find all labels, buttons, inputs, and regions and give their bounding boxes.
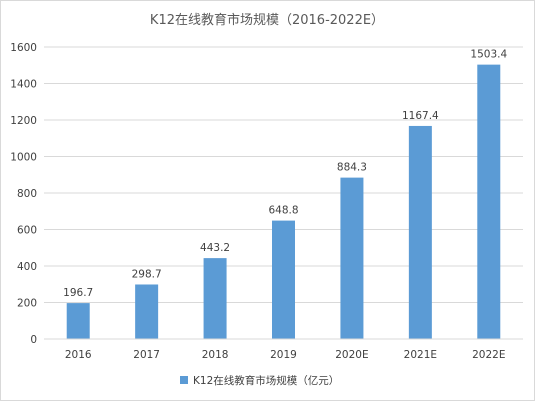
data-label: 648.8	[268, 205, 298, 217]
chart-title: K12在线教育市场规模（2016-2022E）	[150, 12, 384, 28]
legend: K12在线教育市场规模（亿元）	[180, 374, 339, 387]
bar	[408, 125, 432, 340]
y-tick-label: 200	[17, 298, 37, 310]
data-label: 1503.4	[470, 49, 507, 61]
bar	[340, 177, 364, 339]
y-tick-label: 1000	[10, 152, 37, 164]
y-tick-label: 1400	[10, 79, 37, 91]
bar	[66, 303, 90, 339]
bar	[272, 220, 295, 339]
x-tick-label: 2022E	[472, 349, 505, 361]
x-tick-label: 2020E	[335, 349, 368, 361]
data-label: 298.7	[132, 268, 162, 280]
y-tick-label: 1200	[10, 115, 37, 127]
y-tick-label: 800	[17, 188, 37, 200]
x-tick-label: 2017	[133, 349, 160, 361]
legend-swatch	[180, 376, 188, 384]
gridlines	[44, 46, 523, 340]
bar	[135, 284, 159, 339]
y-tick-label: 1600	[10, 42, 37, 54]
bar-series: 196.7 298.7 443.2 648.8 884.3 1167.4 1503.4	[63, 49, 507, 340]
y-tick-label: 400	[17, 261, 37, 273]
x-tick-label: 2021E	[404, 349, 437, 361]
x-tick-label: 2019	[270, 349, 297, 361]
bar	[477, 64, 501, 339]
bar	[203, 258, 227, 339]
data-label: 196.7	[63, 287, 93, 299]
y-axis: 0 200 400 600 800 1000 1200 1400 1600	[10, 42, 37, 346]
y-tick-label: 600	[17, 225, 37, 237]
data-label: 884.3	[337, 162, 367, 174]
x-axis: 2016 2017 2018 2019 2020E 2021E 2022E	[44, 338, 523, 361]
x-tick-label: 2018	[202, 349, 229, 361]
y-tick-label: 0	[30, 334, 37, 346]
data-label: 1167.4	[402, 110, 439, 122]
x-tick-label: 2016	[65, 349, 92, 361]
legend-label: K12在线教育市场规模（亿元）	[193, 374, 339, 387]
data-label: 443.2	[200, 242, 230, 254]
